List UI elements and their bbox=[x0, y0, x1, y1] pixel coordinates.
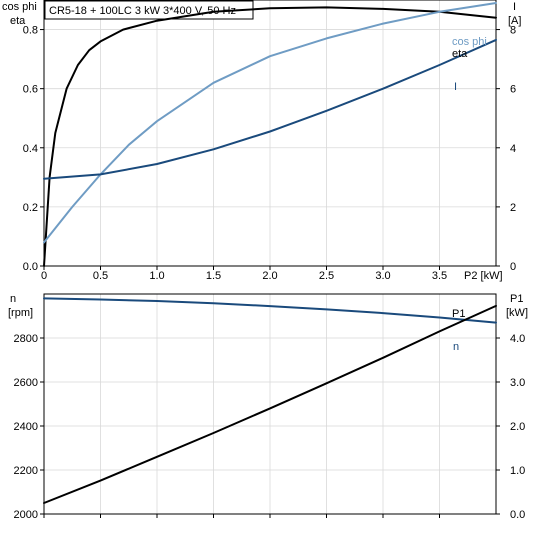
top-left-axis-label-1: cos phi bbox=[2, 1, 37, 13]
top-left-tick-label: 0.8 bbox=[23, 25, 38, 37]
top-left-tick-label: 0.2 bbox=[23, 202, 38, 214]
bottom-left-tick-label: 2000 bbox=[14, 509, 38, 521]
top-right-tick-label: 4 bbox=[510, 143, 516, 155]
top-grid bbox=[43, 0, 496, 267]
top-right-axis-label-2: [A] bbox=[508, 15, 521, 27]
top-x-tick-label: 3.5 bbox=[432, 270, 447, 282]
top-right-axis-label-1: I bbox=[513, 1, 516, 13]
top-left-tick-label: 0.0 bbox=[23, 261, 38, 273]
bottom-right-tick-label: 1.0 bbox=[510, 465, 525, 477]
top-left-tick-label: 0.6 bbox=[23, 84, 38, 96]
series-label-cos-phi: cos phi bbox=[452, 36, 487, 48]
top-left-axis-label-2: eta bbox=[10, 15, 26, 27]
top-x-tick-label: 2.0 bbox=[262, 270, 277, 282]
series-line-i bbox=[43, 38, 497, 180]
series-line-eta bbox=[43, 6, 497, 267]
bottom-left-tick-label: 2600 bbox=[14, 377, 38, 389]
bottom-right-axis-label-2: [kW] bbox=[506, 307, 528, 319]
top-right-tick-label: 6 bbox=[510, 84, 516, 96]
bottom-right-axis-label-1: P1 bbox=[510, 293, 523, 305]
top-x-tick-label: 1.5 bbox=[206, 270, 221, 282]
bottom-left-tick-label: 2200 bbox=[14, 465, 38, 477]
top-ticks: 0 0.5 1.0 1.5 2.0 2.5 3.0 3.5 0.0 0.2 0.4 0.6 0.8 0 2 4… bbox=[23, 25, 516, 282]
top-x-tick-label: 2.5 bbox=[319, 270, 334, 282]
bottom-left-tick-label: 2800 bbox=[14, 333, 38, 345]
top-x-tick-label: 1.0 bbox=[149, 270, 164, 282]
top-panel: CR5-18 + 100LC 3 kW 3*400 V, 50 Hz cos p… bbox=[2, 0, 521, 282]
top-right-tick-label: 2 bbox=[510, 202, 516, 214]
top-x-tick-label: 0 bbox=[41, 270, 47, 282]
bottom-right-tick-label: 4.0 bbox=[510, 333, 525, 345]
series-label-eta: eta bbox=[452, 48, 468, 60]
bottom-series bbox=[43, 297, 497, 504]
top-x-axis-label: P2 [kW] bbox=[464, 270, 503, 282]
bottom-right-tick-label: 2.0 bbox=[510, 421, 525, 433]
series-label-i: I bbox=[454, 81, 457, 93]
series-label-n: n bbox=[453, 341, 459, 353]
bottom-panel: n [rpm] P1 [kW] 2000 2200 2400 2600 2800 0.0 1… bbox=[8, 293, 528, 521]
top-series bbox=[43, 2, 497, 267]
bottom-left-axis-label-1: n bbox=[10, 293, 16, 305]
top-left-tick-label: 0.4 bbox=[23, 143, 38, 155]
series-line-p1 bbox=[43, 304, 497, 504]
series-line-cos-phi bbox=[43, 2, 497, 244]
top-right-tick-label: 0 bbox=[510, 261, 516, 273]
bottom-right-tick-label: 0.0 bbox=[510, 509, 525, 521]
series-label-p1: P1 bbox=[452, 308, 465, 320]
bottom-left-tick-label: 2400 bbox=[14, 421, 38, 433]
top-right-tick-label: 8 bbox=[510, 25, 516, 37]
top-x-tick-label: 0.5 bbox=[93, 270, 108, 282]
bottom-right-tick-label: 3.0 bbox=[510, 377, 525, 389]
series-line-n bbox=[43, 297, 497, 324]
top-x-tick-label: 3.0 bbox=[375, 270, 390, 282]
bottom-left-axis-label-2: [rpm] bbox=[8, 307, 33, 319]
top-title: CR5-18 + 100LC 3 kW 3*400 V, 50 Hz bbox=[49, 5, 236, 17]
bottom-grid bbox=[43, 294, 496, 515]
bottom-ticks: 2000 2200 2400 2600 2800 0.0 1.0 2.0 3.0 4.0 bbox=[14, 333, 526, 521]
